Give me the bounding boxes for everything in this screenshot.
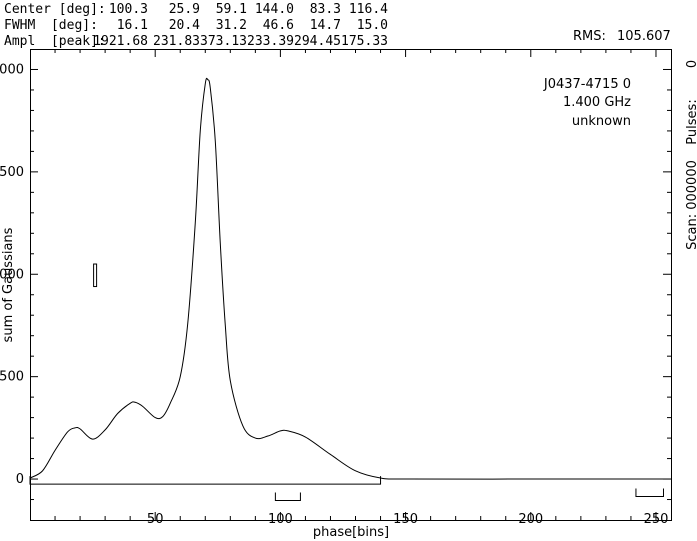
header-value: 25.9 — [169, 2, 200, 17]
range-brackets — [29, 476, 664, 502]
header-value: 294.45 — [294, 34, 341, 49]
header-label: FWHM [deg]: — [4, 18, 98, 33]
plot-frame — [30, 49, 672, 521]
header-value: 20.4 — [169, 18, 200, 33]
header-value: 175.33 — [341, 34, 388, 49]
source-name: J0437-4715 0 — [543, 77, 631, 92]
header-value: 233.39 — [247, 34, 294, 49]
header-value: 46.6 — [263, 18, 294, 33]
range-bracket — [274, 492, 301, 502]
header-value: 16.1 — [117, 18, 148, 33]
rms-value: 105.607 — [617, 29, 671, 44]
frequency-label: 1.400 GHz — [563, 95, 631, 110]
unknown-label: unknown — [572, 114, 631, 129]
axis-ticks: 50 100 150 200 250 0 500 1000 1500 2000 — [0, 49, 671, 527]
x-tick-label: 150 — [393, 512, 418, 527]
header-value: 1921.68 — [93, 34, 148, 49]
x-tick-label: 100 — [268, 512, 293, 527]
y-tick-label: 1000 — [0, 267, 24, 282]
header-label: Center [deg]: — [4, 2, 106, 17]
range-bracket — [29, 476, 382, 485]
header-value: 31.2 — [216, 18, 247, 33]
x-tick-label: 50 — [147, 512, 164, 527]
y-tick-label: 2000 — [0, 62, 24, 77]
header-label: Ampl [peak]: — [4, 34, 106, 49]
fit-parameters-header: Center [deg]: 100.3 25.9 59.1 144.0 83.3 116.4… — [4, 2, 388, 49]
y-tick-label: 1500 — [0, 165, 24, 180]
pulses-value: 0 — [685, 60, 697, 68]
x-tick-label: 200 — [518, 512, 543, 527]
y-tick-label: 0 — [16, 472, 24, 487]
y-axis-label: sum of Gaussians — [1, 227, 16, 342]
header-value: 231.83 — [153, 34, 200, 49]
header-value: 83.3 — [310, 2, 341, 17]
rms-marker — [93, 263, 98, 288]
header-value: 59.1 — [216, 2, 247, 17]
pulses-label: Pulses: — [685, 99, 697, 144]
header-value: 14.7 — [310, 18, 341, 33]
rms-label: RMS: — [573, 29, 606, 44]
scan-label: Scan: 000000 — [685, 160, 697, 250]
header-value: 116.4 — [349, 2, 388, 17]
header-value: 15.0 — [357, 18, 388, 33]
y-tick-label: 500 — [0, 370, 24, 385]
x-tick-label: 250 — [644, 512, 669, 527]
range-bracket — [635, 488, 664, 497]
x-axis-label: phase[bins] — [313, 525, 389, 540]
profile-curve — [29, 77, 671, 480]
header-value: 144.0 — [255, 2, 294, 17]
header-value: 373.13 — [200, 34, 247, 49]
header-value: 100.3 — [109, 2, 148, 17]
